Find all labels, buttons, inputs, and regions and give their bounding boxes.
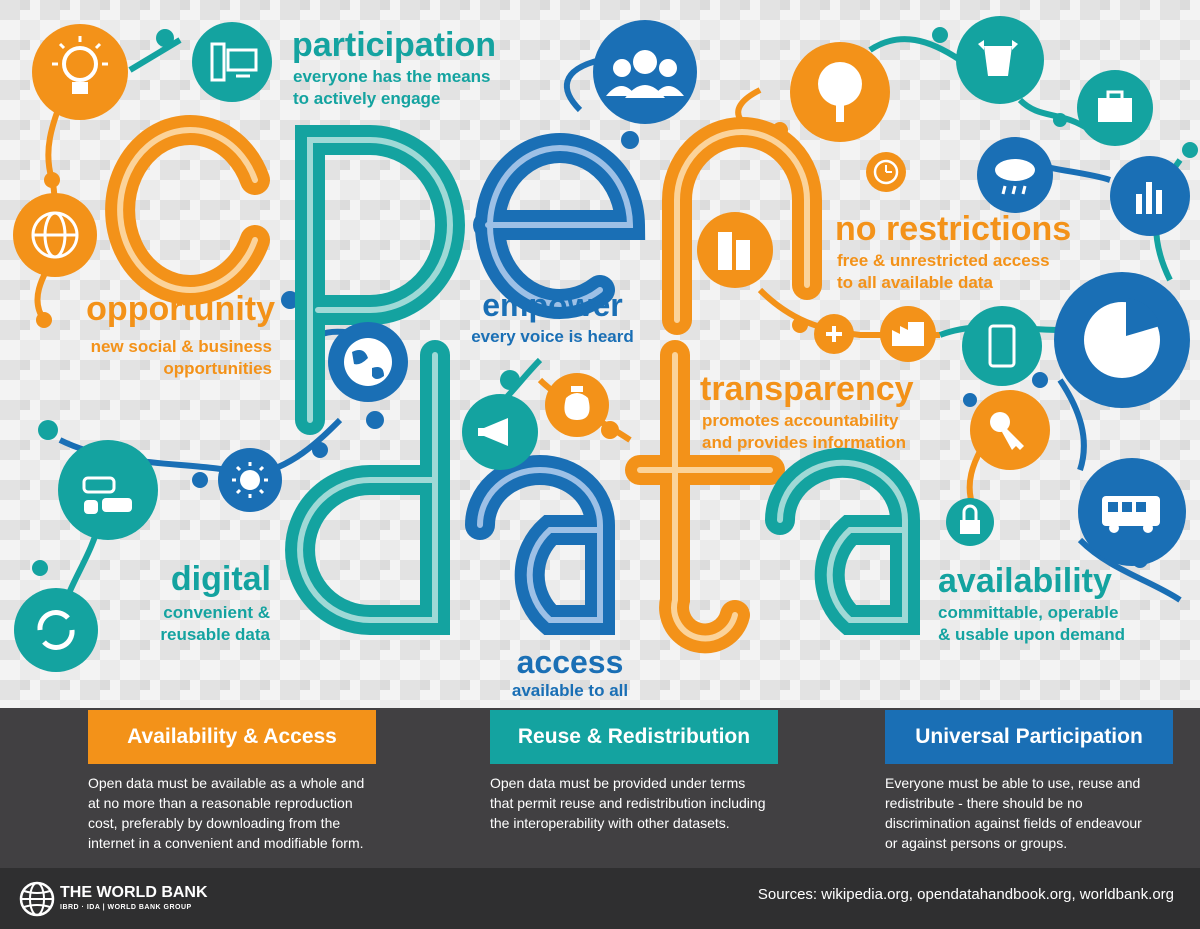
icon-lightbulb [32,24,128,120]
letter-d-stripe [297,352,438,623]
sources-text: Sources: wikipedia.org, opendatahandbook… [757,886,1174,903]
availability-title: availability [938,562,1112,600]
description-line: internet in a convenient and modifiable … [88,835,364,851]
icon-pie-chart [1054,272,1190,408]
empower-line1: every voice is heard [471,327,634,346]
icon-refresh [14,588,98,672]
icon-earth [328,322,408,402]
connector-dots [32,27,1198,576]
description-line: at no more than a reasonable reproductio… [88,795,353,811]
opportunity-title: opportunity [86,290,275,328]
letter-n-stripe [674,129,810,323]
transparency-title: transparency [700,370,914,408]
no-restrictions-line2: to all available data [837,273,993,292]
icon-people [593,20,697,124]
reuse-redistribution-description: Open data must be provided under terms t… [490,773,766,833]
letter-o-stripe [117,127,258,293]
icon-briefcase [1077,70,1153,146]
letter-a2-stripe [777,459,908,623]
empower-title: empower [482,287,623,323]
tab-reuse-redistribution: Reuse & Redistribution [490,710,778,764]
digital-line2: reusable data [160,625,270,644]
universal-participation-description: Everyone must be able to use, reuse and … [885,773,1142,853]
description-line: or against persons or groups. [885,835,1068,851]
icon-bus [1078,458,1186,566]
availability-line2: & usable upon demand [938,625,1126,644]
availability-line1: committable, operable [938,603,1119,622]
no-restrictions-line1: free & unrestricted access [837,251,1050,270]
icon-smartphone [962,306,1042,386]
icon-megaphone [462,394,538,470]
description-line: discrimination against fields of endeavo… [885,815,1142,831]
icon-money-bag [545,373,609,437]
icon-buildings [697,212,773,288]
no-restrictions-title: no restrictions [835,210,1072,248]
icon-factory [880,306,936,362]
icon-cow [956,16,1044,104]
icon-clock [866,152,906,192]
description-line: Open data must be provided under terms [490,775,746,791]
word-data [285,340,920,654]
icon-cars [58,440,158,540]
icon-tree [790,42,890,142]
availability-access-description: Open data must be available as a whole a… [88,773,364,853]
opportunity-line1: new social & business [90,337,272,356]
access-title: access [516,644,624,680]
transparency-line1: promotes accountability [702,411,899,430]
icon-key [970,390,1050,470]
icon-bar-chart [1110,156,1190,236]
bottom-bar [0,868,1200,929]
description-line: cost, preferably by downloading from the [88,815,341,831]
tab-availability-access: Availability & Access [88,710,376,764]
digital-title: digital [170,560,271,598]
letter-p-stripe [307,137,453,423]
tab-universal-participation: Universal Participation [885,710,1173,764]
word-open [105,115,822,435]
description-line: Everyone must be able to use, reuse and [885,775,1141,791]
transparency-line2: and provides information [702,433,907,452]
org-name: THE WORLD BANK [60,884,208,901]
description-line: redistribute - there should be no [885,795,1083,811]
icon-lock [946,498,994,546]
description-line: the interoperability with other datasets… [490,815,730,831]
description-line: Open data must be available as a whole a… [88,775,365,791]
letter-e-stripe [485,145,634,307]
participation-title: participation [292,26,497,64]
opportunity-line2: opportunities [163,359,272,378]
access-line1: available to all [511,681,629,700]
participation-line2: to actively engage [293,89,441,108]
icon-plus [814,314,854,354]
digital-line1: convenient & [163,603,270,622]
icon-computer [192,22,272,102]
org-subtitle: IBRD · IDA | WORLD BANK GROUP [60,904,192,911]
icon-globe-grid [13,193,97,277]
participation-line1: everyone has the means [293,67,491,86]
world-bank-globe-icon [19,881,55,917]
description-line: that permit reuse and redistribution inc… [490,795,766,811]
icon-sun [218,448,282,512]
icon-cloud-rain [977,137,1053,213]
letter-a1-stripe [477,467,603,623]
